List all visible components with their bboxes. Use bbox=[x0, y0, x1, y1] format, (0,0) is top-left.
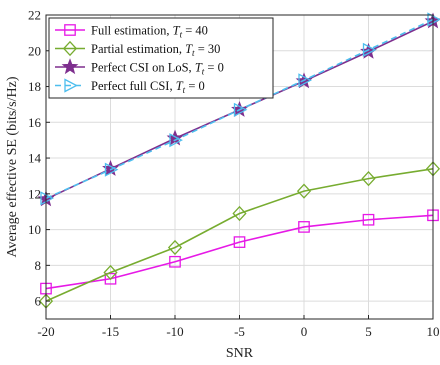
y-tick-label: 14 bbox=[28, 151, 42, 166]
x-tick-label: -10 bbox=[166, 324, 183, 339]
data-point bbox=[362, 213, 375, 226]
series-4 bbox=[40, 12, 440, 206]
x-tick-label: 5 bbox=[365, 324, 372, 339]
legend-marker bbox=[64, 78, 78, 93]
x-axis-label: SNR bbox=[226, 346, 254, 361]
y-tick-label: 22 bbox=[28, 8, 41, 23]
data-point bbox=[104, 272, 117, 285]
y-tick-label: 20 bbox=[28, 43, 41, 58]
data-point bbox=[296, 183, 312, 199]
series-layer bbox=[37, 12, 440, 309]
ticks: -20 -15 -10 -5 0 5 10 6 8 10 12 14 16 18 20 22 bbox=[28, 8, 440, 340]
x-tick-label: 10 bbox=[427, 324, 440, 339]
data-point bbox=[40, 191, 54, 206]
data-point bbox=[361, 170, 376, 187]
series-2 bbox=[38, 161, 440, 309]
data-point bbox=[298, 73, 312, 88]
data-point bbox=[169, 133, 183, 148]
x-tick-label: -20 bbox=[37, 324, 54, 339]
legend-entry-3: Perfect CSI on LoS, Tt = 0 bbox=[91, 60, 224, 76]
data-point bbox=[298, 221, 310, 233]
y-tick-label: 12 bbox=[28, 186, 41, 201]
y-tick-label: 8 bbox=[35, 258, 42, 273]
series-line bbox=[45, 167, 434, 302]
y-tick-label: 10 bbox=[28, 222, 41, 237]
data-point bbox=[233, 102, 248, 117]
x-tick-label: -15 bbox=[102, 324, 119, 339]
data-point bbox=[167, 239, 183, 256]
data-point bbox=[103, 264, 118, 281]
y-tick-label: 6 bbox=[35, 294, 42, 309]
y-tick-label: 18 bbox=[28, 79, 41, 94]
y-tick-label: 16 bbox=[28, 115, 42, 130]
data-point bbox=[104, 162, 119, 177]
legend-entry-2: Partial estimation, Tt = 30 bbox=[91, 42, 220, 58]
legend: Full estimation, Tt = 40 Partial estimati… bbox=[48, 17, 274, 99]
y-axis-label: Average effective SE (bits/s/Hz) bbox=[5, 76, 20, 257]
x-tick-label: -5 bbox=[234, 324, 245, 339]
legend-marker bbox=[62, 40, 78, 57]
legend-marker bbox=[61, 58, 79, 75]
series-line bbox=[45, 18, 434, 200]
legend-marker bbox=[64, 24, 76, 36]
legend-entry-4: Perfect full CSI, Tt = 0 bbox=[91, 79, 205, 95]
data-point bbox=[233, 236, 246, 248]
legend-entry-1: Full estimation, Tt = 40 bbox=[91, 23, 208, 39]
data-point bbox=[362, 42, 377, 57]
data-point bbox=[427, 12, 440, 27]
legend-box bbox=[48, 17, 274, 99]
data-point bbox=[169, 255, 181, 268]
x-tick-label: 0 bbox=[301, 324, 308, 339]
data-point bbox=[232, 205, 247, 222]
